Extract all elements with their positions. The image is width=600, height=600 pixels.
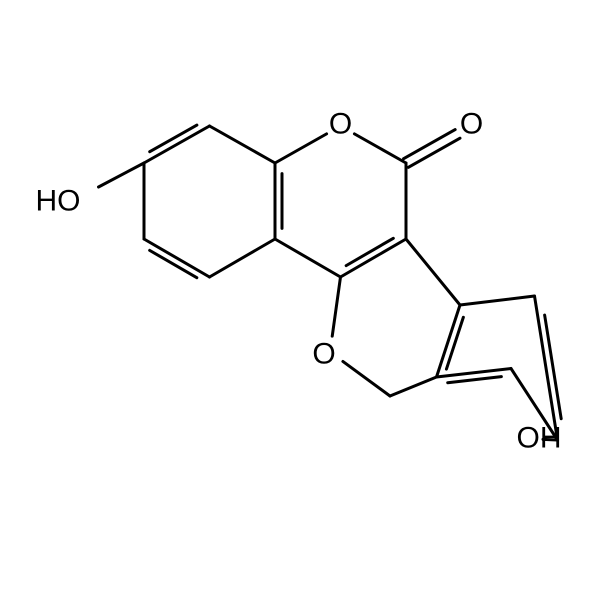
atom-label: O [312,338,335,371]
atom-label: O [460,108,483,141]
chemical-structure-diagram: O O O HO OH [0,0,600,600]
atom-label: HO [36,185,81,218]
atom-label: O [329,108,352,141]
atom-label: OH [517,422,562,455]
